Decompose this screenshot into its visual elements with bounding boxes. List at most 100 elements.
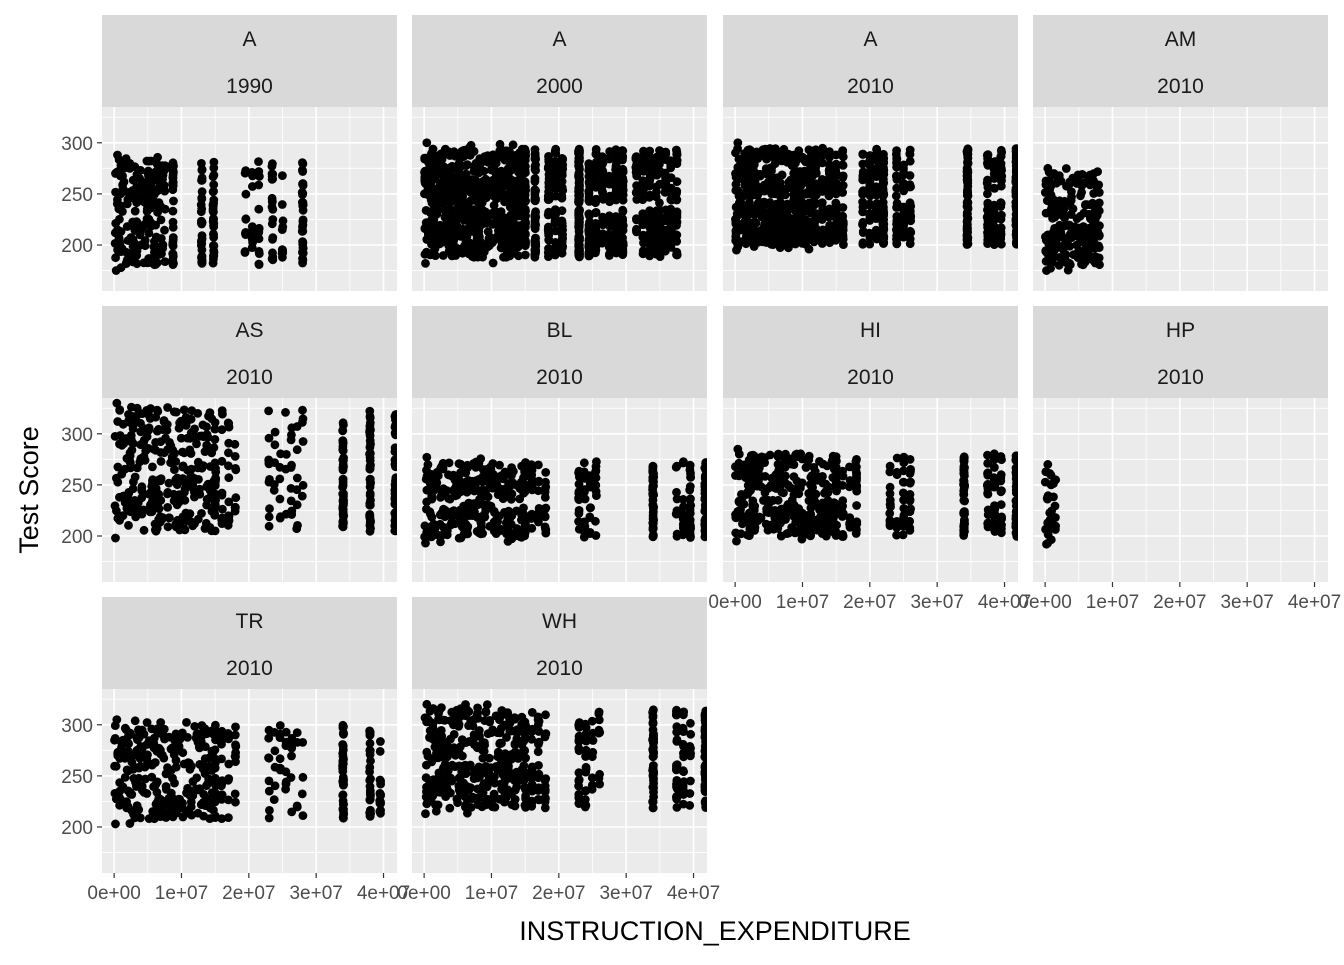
data-point xyxy=(169,250,178,259)
data-point xyxy=(531,247,540,256)
data-point xyxy=(520,231,529,240)
data-point xyxy=(1012,170,1021,179)
data-point xyxy=(118,172,127,181)
data-point xyxy=(116,239,125,248)
facet-strip-race-label: AM xyxy=(1165,28,1197,51)
data-point xyxy=(811,233,820,242)
x-tick-label: 1e+07 xyxy=(1086,592,1139,613)
y-tick-label: 250 xyxy=(61,476,93,497)
data-point xyxy=(1041,478,1050,487)
data-point xyxy=(758,200,767,209)
data-point xyxy=(209,204,218,213)
data-point xyxy=(1073,214,1082,223)
data-point xyxy=(275,475,284,484)
data-point xyxy=(551,192,560,201)
data-point xyxy=(131,207,140,216)
data-point xyxy=(892,523,901,532)
data-point xyxy=(506,220,515,229)
data-point xyxy=(467,141,476,150)
data-point xyxy=(391,423,400,432)
data-point xyxy=(838,151,847,160)
x-tick-label: 2e+07 xyxy=(1153,592,1206,613)
data-point xyxy=(391,455,400,464)
facet-strip-race-label: A xyxy=(242,28,256,51)
data-point xyxy=(144,410,153,419)
data-point xyxy=(983,223,992,232)
data-point xyxy=(281,408,290,417)
data-point xyxy=(470,216,479,225)
data-point xyxy=(649,491,658,500)
data-point xyxy=(996,232,1005,241)
data-point xyxy=(477,206,486,215)
data-point xyxy=(824,496,833,505)
data-point xyxy=(1042,180,1051,189)
data-point xyxy=(218,489,227,498)
data-point xyxy=(187,415,196,424)
data-point xyxy=(997,176,1006,185)
data-point xyxy=(276,495,285,504)
data-point xyxy=(427,196,436,205)
data-point xyxy=(124,521,133,530)
data-point xyxy=(141,192,150,201)
data-point xyxy=(656,168,665,177)
data-point xyxy=(271,428,280,437)
data-point xyxy=(754,476,763,485)
data-point xyxy=(471,463,480,472)
data-point xyxy=(858,240,867,249)
data-point xyxy=(997,146,1006,155)
data-point xyxy=(114,205,123,214)
data-point xyxy=(731,529,740,538)
data-point xyxy=(265,478,274,487)
data-point xyxy=(511,151,520,160)
data-point xyxy=(996,473,1005,482)
data-point xyxy=(298,180,307,189)
data-point xyxy=(900,511,909,520)
data-point xyxy=(366,524,375,533)
data-point xyxy=(282,450,291,459)
data-point xyxy=(818,472,827,481)
data-point xyxy=(545,174,554,183)
data-point xyxy=(507,176,516,185)
data-point xyxy=(160,226,169,235)
data-point xyxy=(470,163,479,172)
data-point xyxy=(391,491,400,500)
data-point xyxy=(164,522,173,531)
data-point xyxy=(1012,527,1021,536)
data-point xyxy=(1076,191,1085,200)
data-point xyxy=(531,177,540,186)
data-point xyxy=(832,211,841,220)
data-point xyxy=(960,457,969,466)
data-point xyxy=(448,507,457,516)
data-point xyxy=(997,525,1006,534)
data-point xyxy=(1042,257,1051,266)
x-tick-label: 3e+07 xyxy=(1220,592,1273,613)
data-point xyxy=(521,239,530,248)
data-point xyxy=(1060,240,1069,249)
data-point xyxy=(638,219,647,228)
data-point xyxy=(778,171,787,180)
data-point xyxy=(422,505,431,514)
data-point xyxy=(133,197,142,206)
data-point xyxy=(148,501,157,510)
data-point xyxy=(278,200,287,209)
data-point xyxy=(814,502,823,511)
facet-strip-year-label: 2000 xyxy=(536,75,583,98)
data-point xyxy=(776,475,785,484)
data-point xyxy=(531,185,540,194)
data-point xyxy=(789,195,798,204)
data-point xyxy=(984,231,993,240)
data-point xyxy=(649,481,658,490)
data-point xyxy=(575,233,584,242)
data-point xyxy=(366,461,375,470)
data-point xyxy=(605,250,614,259)
data-point xyxy=(218,519,227,528)
data-point xyxy=(506,188,515,197)
data-point xyxy=(879,232,888,241)
data-point xyxy=(558,238,567,247)
data-point xyxy=(148,178,157,187)
data-point xyxy=(780,145,789,154)
data-point xyxy=(892,235,901,244)
data-point xyxy=(826,183,835,192)
data-point xyxy=(551,166,560,175)
